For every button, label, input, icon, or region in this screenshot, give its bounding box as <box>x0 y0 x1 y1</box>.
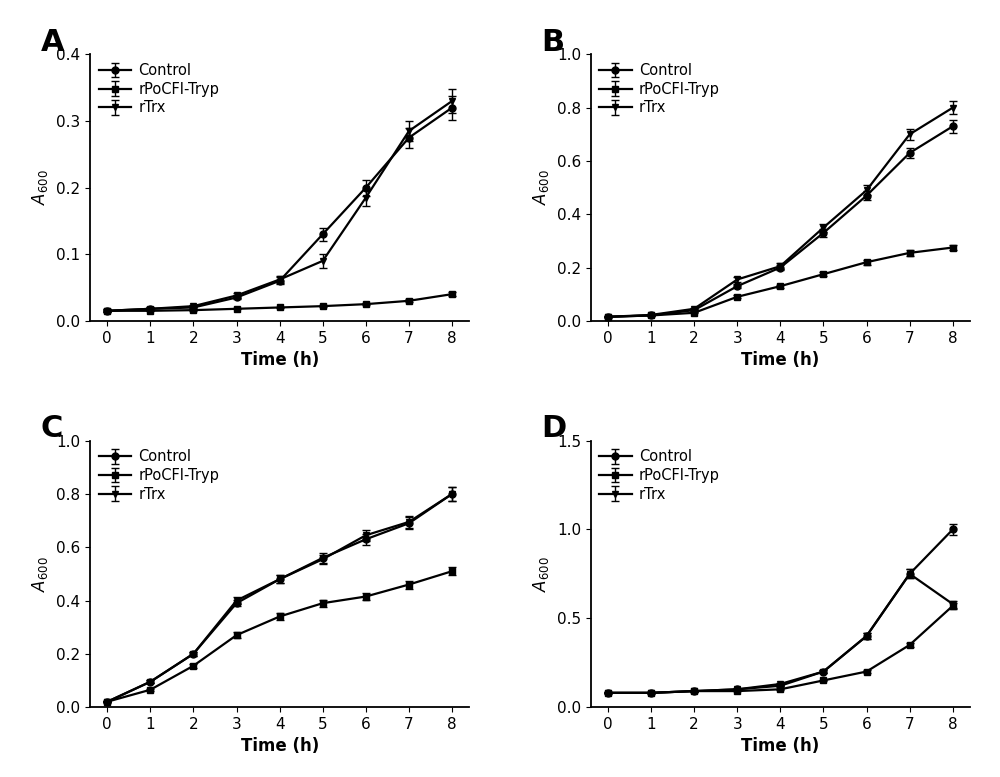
Y-axis label: $\mathit{A}_{600}$: $\mathit{A}_{600}$ <box>30 169 50 205</box>
Y-axis label: $\mathit{A}_{600}$: $\mathit{A}_{600}$ <box>531 556 551 592</box>
Legend: Control, rPoCFI-Tryp, rTrx: Control, rPoCFI-Tryp, rTrx <box>595 445 724 506</box>
Text: C: C <box>41 414 63 443</box>
Legend: Control, rPoCFI-Tryp, rTrx: Control, rPoCFI-Tryp, rTrx <box>94 445 223 506</box>
X-axis label: Time (h): Time (h) <box>241 737 319 755</box>
Y-axis label: $\mathit{A}_{600}$: $\mathit{A}_{600}$ <box>531 169 551 205</box>
X-axis label: Time (h): Time (h) <box>241 351 319 369</box>
Y-axis label: $\mathit{A}_{600}$: $\mathit{A}_{600}$ <box>30 556 50 592</box>
X-axis label: Time (h): Time (h) <box>741 737 819 755</box>
Text: B: B <box>541 28 565 57</box>
Legend: Control, rPoCFI-Tryp, rTrx: Control, rPoCFI-Tryp, rTrx <box>94 59 223 120</box>
X-axis label: Time (h): Time (h) <box>741 351 819 369</box>
Text: D: D <box>541 414 567 443</box>
Legend: Control, rPoCFI-Tryp, rTrx: Control, rPoCFI-Tryp, rTrx <box>595 59 724 120</box>
Text: A: A <box>41 28 64 57</box>
